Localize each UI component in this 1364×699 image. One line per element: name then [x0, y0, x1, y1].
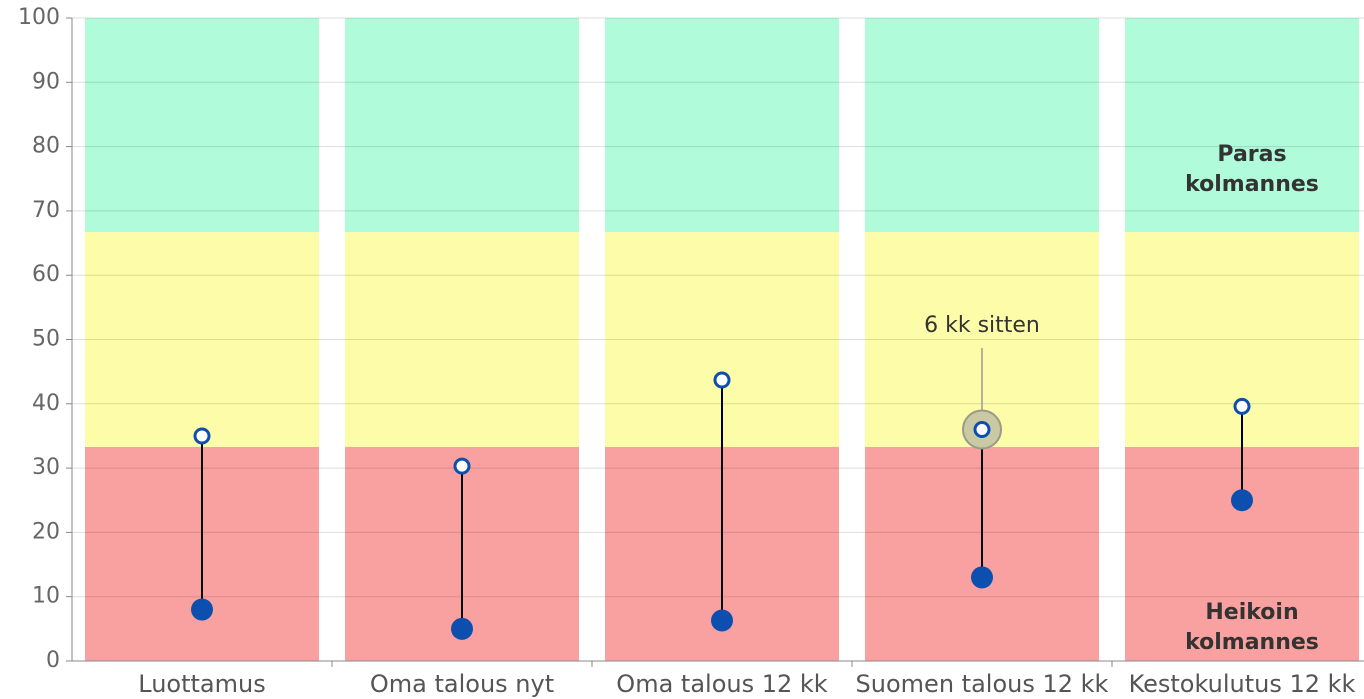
zone-band	[345, 232, 579, 447]
zone-label: kolmannes	[1185, 630, 1319, 655]
marker-open	[1233, 397, 1251, 415]
zone-band	[865, 18, 1099, 233]
marker-filled	[711, 609, 733, 632]
marker-open	[973, 421, 991, 439]
marker-filled	[1231, 489, 1253, 512]
y-tick-label: 40	[32, 391, 60, 416]
y-tick-label: 30	[32, 455, 60, 480]
marker-filled	[451, 617, 473, 640]
y-tick-label: 10	[32, 584, 60, 609]
x-tick-label: Oma talous nyt	[370, 670, 554, 698]
x-tick-label: Kestokulutus 12 kk	[1129, 670, 1356, 698]
zone-band	[85, 232, 319, 447]
y-tick-label: 100	[18, 5, 60, 30]
marker-filled	[971, 566, 993, 589]
y-tick-label: 0	[46, 648, 60, 673]
marker-filled	[191, 598, 213, 621]
zone-band	[605, 18, 839, 233]
zone-label: Heikoin	[1205, 600, 1298, 625]
x-tick-label: Oma talous 12 kk	[616, 670, 827, 698]
annotation: 6 kk sitten	[924, 313, 1040, 338]
marker-open	[193, 427, 211, 445]
zone-band	[345, 18, 579, 233]
marker-open	[453, 457, 471, 475]
zone-label: Paras	[1217, 142, 1286, 167]
y-tick-label: 20	[32, 519, 60, 544]
y-tick-label: 50	[32, 327, 60, 352]
zone-label: kolmannes	[1185, 172, 1319, 197]
y-tick-label: 70	[32, 198, 60, 223]
x-tick-label: Suomen talous 12 kk	[856, 670, 1109, 698]
y-tick-label: 80	[32, 134, 60, 159]
zone-band	[1125, 18, 1359, 233]
zone-band	[85, 18, 319, 233]
y-tick-label: 90	[32, 69, 60, 94]
marker-open	[713, 371, 731, 389]
x-tick-label: Luottamus	[138, 670, 265, 698]
y-tick-label: 60	[32, 262, 60, 287]
